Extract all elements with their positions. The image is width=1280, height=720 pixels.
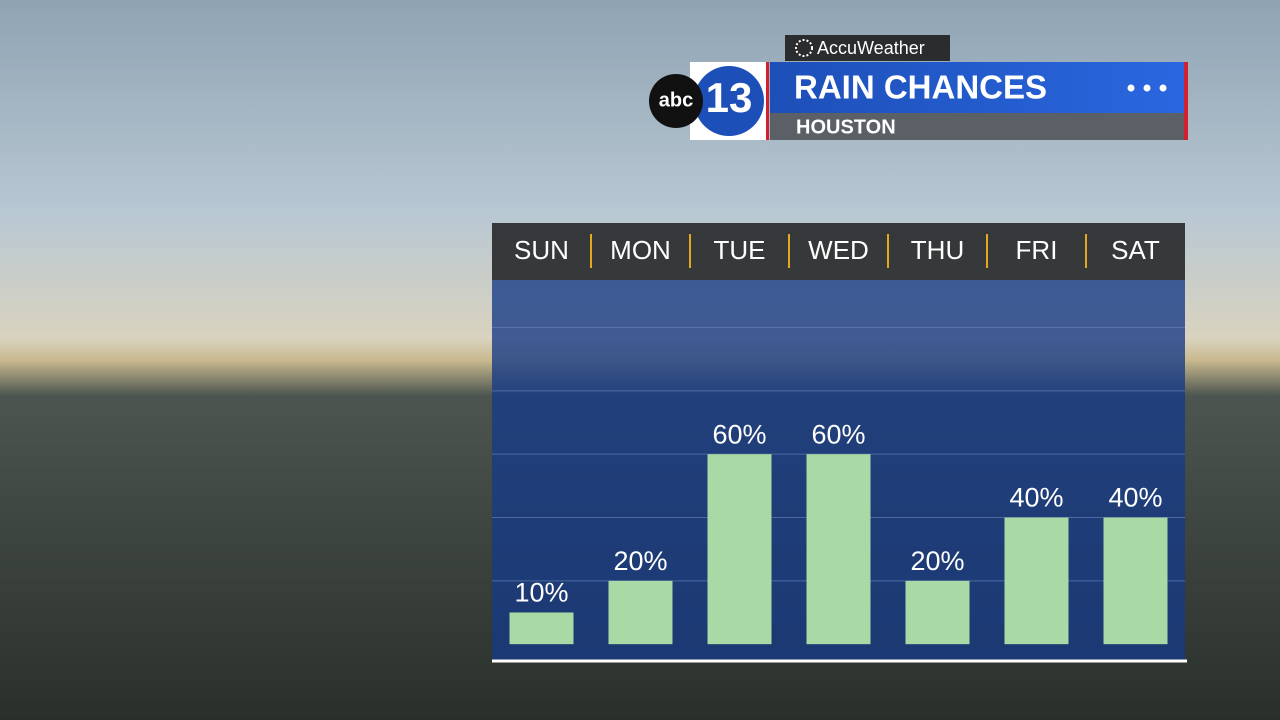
bar <box>806 454 871 645</box>
chart-title: RAIN CHANCES <box>794 69 1047 106</box>
dot <box>1159 84 1167 92</box>
value-label: 60% <box>811 419 865 449</box>
bar <box>1103 517 1168 645</box>
logo-network: abc <box>659 89 693 111</box>
logo-edge <box>766 62 769 140</box>
value-label: 10% <box>514 578 568 608</box>
provider: AccuWeather <box>817 38 925 58</box>
sun-icon <box>795 39 813 57</box>
x-tick-label: SUN <box>514 235 569 265</box>
x-tick-label: TUE <box>714 235 766 265</box>
logo-abc-circle <box>649 74 703 128</box>
value-label: 20% <box>910 546 964 576</box>
subtitle-box <box>770 113 1185 140</box>
bar <box>707 454 772 645</box>
title-box <box>770 62 1185 113</box>
day-header <box>492 223 1185 280</box>
value-label: 40% <box>1009 483 1063 513</box>
bar <box>509 612 574 645</box>
x-tick-label: MON <box>610 235 671 265</box>
x-tick-label: FRI <box>1016 235 1058 265</box>
bar <box>905 580 970 645</box>
x-tick-label: WED <box>808 235 869 265</box>
x-tick-label: SAT <box>1111 235 1160 265</box>
chart-subtitle: HOUSTON <box>796 116 896 138</box>
logo-13-circle <box>694 66 764 136</box>
logo-channel: 13 <box>706 74 753 121</box>
dot <box>1127 84 1135 92</box>
x-tick-label: THU <box>911 235 964 265</box>
bar <box>1004 517 1069 645</box>
value-label: 20% <box>613 546 667 576</box>
edge <box>1184 62 1188 140</box>
value-label: 60% <box>712 419 766 449</box>
dot <box>1143 84 1151 92</box>
bar <box>608 580 673 645</box>
value-label: 40% <box>1108 483 1162 513</box>
